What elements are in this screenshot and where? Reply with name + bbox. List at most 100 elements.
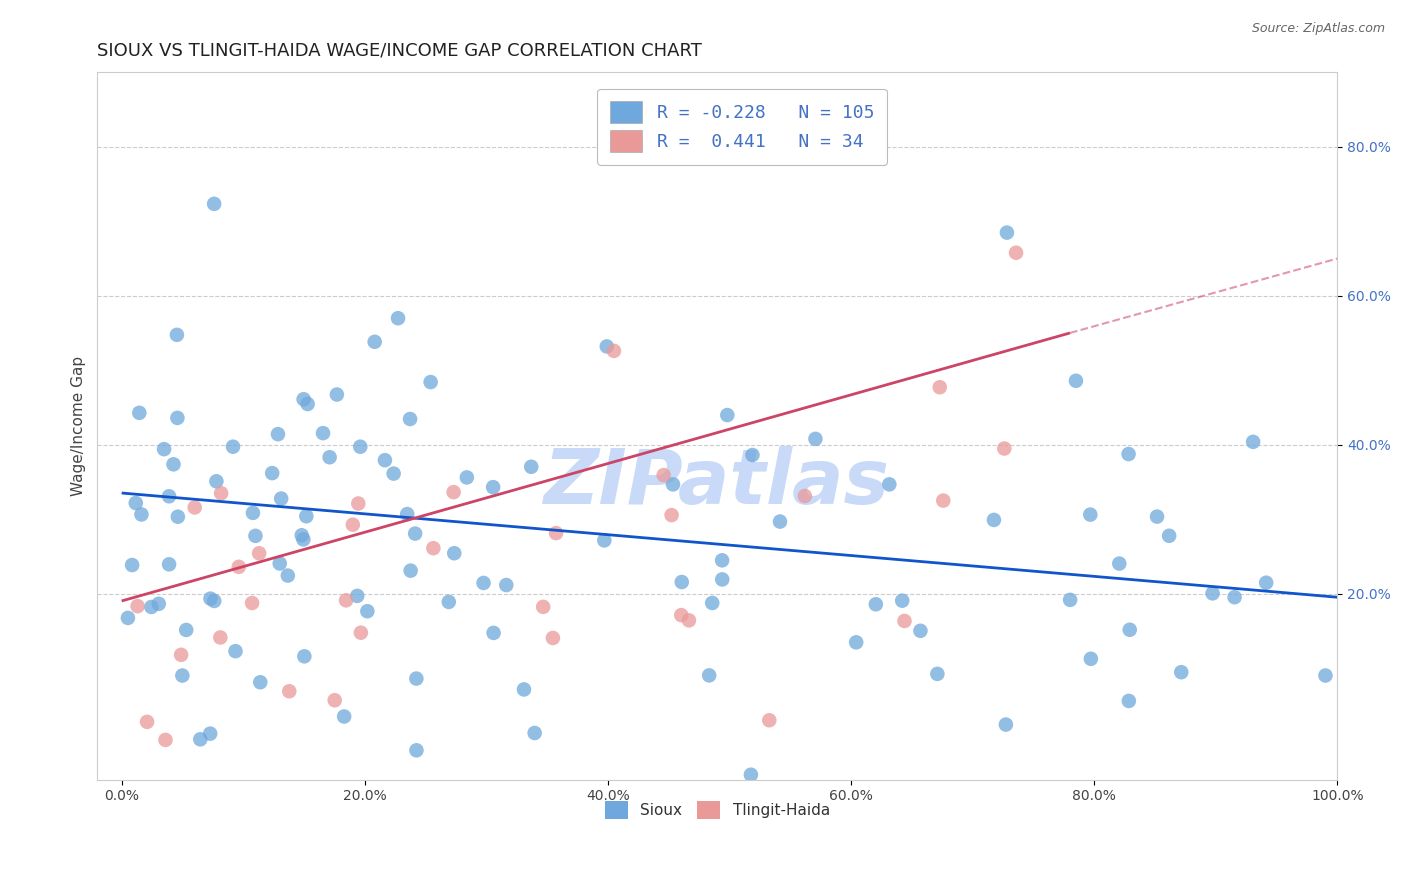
Point (443, 546, 465, 560)
Point (157, 558, 180, 572)
Point (845, 635, 868, 649)
Point (932, 493, 955, 508)
Point (513, 682, 536, 697)
Point (292, 533, 315, 547)
Point (671, 608, 693, 623)
Point (249, 675, 271, 690)
Point (347, 496, 370, 510)
Point (277, 568, 299, 582)
Point (891, 593, 914, 607)
Point (349, 440, 371, 454)
Point (200, 591, 222, 606)
Point (543, 796, 565, 810)
Point (1118, 694, 1140, 708)
Point (222, 440, 245, 454)
Point (117, 611, 139, 625)
Point (531, 599, 554, 614)
Point (166, 410, 188, 425)
Point (121, 558, 143, 572)
Point (893, 614, 915, 628)
Point (245, 529, 267, 543)
Point (292, 649, 315, 664)
Point (1108, 557, 1130, 571)
Point (711, 553, 734, 567)
Point (983, 513, 1005, 527)
Point (1241, 434, 1264, 449)
Point (1201, 586, 1223, 600)
Point (443, 485, 465, 500)
Point (131, 508, 153, 522)
Point (1064, 374, 1087, 388)
Point (202, 594, 225, 608)
Point (928, 380, 950, 394)
Point (1078, 508, 1101, 522)
Point (1005, 245, 1028, 260)
Point (437, 595, 460, 609)
Point (596, 339, 619, 353)
Point (247, 546, 270, 560)
Point (804, 432, 827, 446)
Point (141, 599, 163, 614)
Point (318, 450, 340, 465)
Point (994, 717, 1017, 731)
Point (495, 578, 517, 592)
Point (356, 604, 378, 618)
Point (482, 480, 505, 494)
Point (1315, 668, 1337, 682)
Point (927, 666, 949, 681)
Point (758, 713, 780, 727)
Point (254, 790, 277, 805)
Point (541, 631, 564, 645)
Point (183, 500, 205, 515)
Point (523, 726, 546, 740)
Point (995, 226, 1018, 240)
Text: ZIPatlas: ZIPatlas (544, 446, 890, 520)
Point (387, 311, 409, 326)
Point (267, 427, 290, 442)
Point (396, 507, 419, 521)
Point (269, 557, 291, 571)
Point (603, 343, 626, 358)
Point (202, 197, 225, 211)
Point (1223, 591, 1246, 605)
Point (242, 506, 264, 520)
Point (153, 442, 176, 457)
Point (270, 491, 292, 506)
Point (335, 593, 357, 607)
Point (399, 412, 422, 426)
Point (128, 406, 150, 420)
Text: Source: ZipAtlas.com: Source: ZipAtlas.com (1251, 22, 1385, 36)
Point (205, 475, 228, 489)
Point (404, 526, 426, 541)
Point (125, 496, 148, 510)
Point (374, 453, 396, 467)
Point (172, 668, 194, 682)
Point (662, 477, 685, 491)
Point (652, 468, 675, 483)
Point (544, 526, 567, 541)
Legend: Sioux, Tlingit-Haida: Sioux, Tlingit-Haida (599, 795, 837, 825)
Point (1059, 592, 1081, 607)
Point (278, 684, 301, 698)
Point (593, 533, 616, 548)
Point (224, 644, 246, 658)
Point (910, 624, 932, 638)
Point (1118, 447, 1140, 461)
Point (188, 732, 211, 747)
Point (419, 375, 441, 389)
Point (716, 408, 738, 422)
Point (209, 486, 232, 500)
Point (1080, 652, 1102, 666)
Point (170, 648, 193, 662)
Point (174, 623, 197, 637)
Point (865, 597, 887, 611)
Point (291, 528, 314, 542)
Point (326, 387, 349, 401)
Point (382, 467, 405, 481)
Point (346, 589, 368, 603)
Point (711, 573, 734, 587)
Y-axis label: Wage/Income Gap: Wage/Income Gap (72, 356, 86, 496)
Point (697, 668, 720, 682)
Point (671, 575, 693, 590)
Point (342, 517, 364, 532)
